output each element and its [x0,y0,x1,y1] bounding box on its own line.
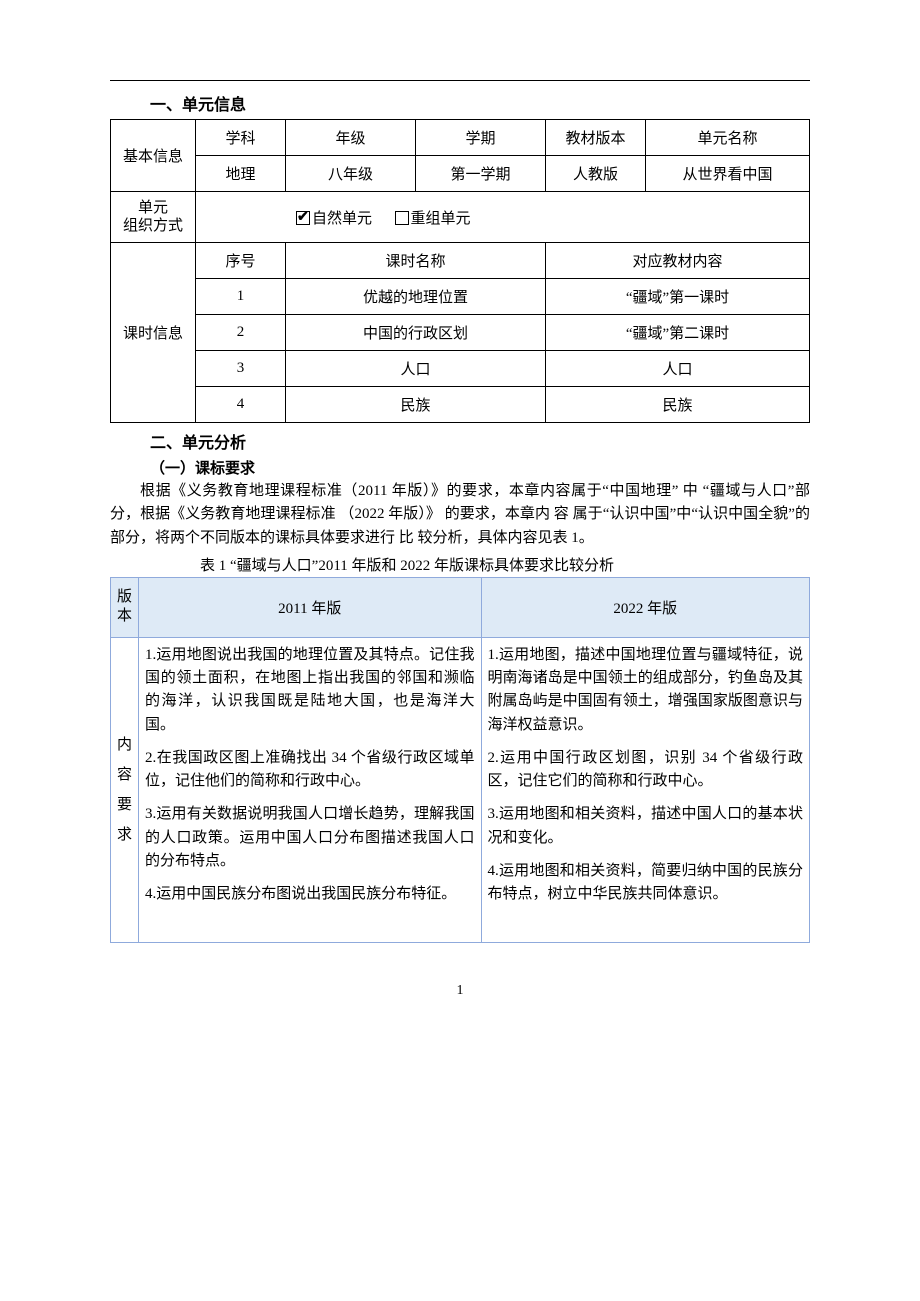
text: 版 [117,589,132,605]
section2-title: 二、单元分析 [150,429,810,453]
info-table: 基本信息 学科 年级 学期 教材版本 单元名称 地理 八年级 第一学期 人教版 … [110,119,810,423]
cell-book: 人教版 [546,156,646,192]
table-row: 1 优越的地理位置 “疆域”第一课时 [111,279,810,315]
cell-lesson-name-h: 课时名称 [286,243,546,279]
text: 求 [117,827,132,843]
cell-unit-h: 单元名称 [646,120,810,156]
list-item: 3.运用有关数据说明我国人口增长趋势，理解我国的人口政策。运用中国人口分布图描述… [145,803,475,873]
cell-orgmode-label: 单元 组织方式 [111,192,196,243]
para-standard: 根据《义务教育地理课程标准（2011 年版）》的要求，本章内容属于“中国地理” … [110,480,810,550]
table-row: 课时信息 序号 课时名称 对应教材内容 [111,243,810,279]
list-item: 4.运用中国民族分布图说出我国民族分布特征。 [145,883,475,906]
cell-2022-h: 2022 年版 [481,577,810,637]
cell-term: 第一学期 [416,156,546,192]
list-item: 4.运用地图和相关资料，简要归纳中国的民族分布特点，树立中华民族共同体意识。 [488,860,804,907]
table-row: 3 人口 人口 [111,351,810,387]
section2-sub1: （一）课标要求 [150,457,810,478]
cell-lesson-ref: 人口 [546,351,810,387]
table-row: 2 中国的行政区划 “疆域”第二课时 [111,315,810,351]
section1-title: 一、单元信息 [150,91,810,115]
cell-subject-h: 学科 [196,120,286,156]
text: 内 [117,737,132,753]
table-row: 版 本 2011 年版 2022 年版 [111,577,810,637]
cell-lesson-ref: “疆域”第一课时 [546,279,810,315]
text: 要 [117,797,132,813]
cell-seq: 1 [196,279,286,315]
table-row: 单元 组织方式 自然单元 重组单元 [111,192,810,243]
cell-seq: 4 [196,387,286,423]
text: 单元 [138,200,168,216]
cell-basic-info: 基本信息 [111,120,196,192]
opt-regroup: 重组单元 [411,211,471,227]
cell-2022-items: 1.运用地图，描述中国地理位置与疆域特征，说明南海诸岛是中国领土的组成部分，钓鱼… [481,637,810,943]
cell-lesson-name: 民族 [286,387,546,423]
cell-orgmode: 自然单元 重组单元 [196,192,810,243]
table-row: 地理 八年级 第一学期 人教版 从世界看中国 [111,156,810,192]
cell-2011-h: 2011 年版 [139,577,482,637]
cell-seq-h: 序号 [196,243,286,279]
table-row: 基本信息 学科 年级 学期 教材版本 单元名称 [111,120,810,156]
cell-subject: 地理 [196,156,286,192]
text: 组织方式 [123,218,183,234]
cell-grade: 八年级 [286,156,416,192]
cell-lesson-name: 人口 [286,351,546,387]
text: 容 [117,767,132,783]
table-row: 内 容 要 求 1.运用地图说出我国的地理位置及其特点。记住我国的领土面积，在地… [111,637,810,943]
opt-natural: 自然单元 [312,211,372,227]
table1-caption: 表 1 “疆域与人口”2011 年版和 2022 年版课标具体要求比较分析 [110,554,810,575]
top-rule [110,80,810,81]
cell-lesson-ref: 民族 [546,387,810,423]
list-item: 2.运用中国行政区划图，识别 34 个省级行政区，记住它们的简称和行政中心。 [488,747,804,794]
spacer [488,916,804,936]
cell-version-h: 版 本 [111,577,139,637]
cell-seq: 3 [196,351,286,387]
table-row: 4 民族 民族 [111,387,810,423]
comparison-table: 版 本 2011 年版 2022 年版 内 容 要 求 1.运用地图说出我国的地… [110,577,810,944]
cell-lesson-name: 中国的行政区划 [286,315,546,351]
checkbox-regroup [395,211,409,225]
list-item: 1.运用地图说出我国的地理位置及其特点。记住我国的领土面积，在地图上指出我国的邻… [145,644,475,737]
page: 一、单元信息 基本信息 学科 年级 学期 教材版本 单元名称 地理 八年级 第一… [0,0,920,1039]
list-item: 2.在我国政区图上准确找出 34 个省级行政区域单位，记住他们的简称和行政中心。 [145,747,475,794]
list-item: 1.运用地图，描述中国地理位置与疆域特征，说明南海诸岛是中国领土的组成部分，钓鱼… [488,644,804,737]
cell-unit: 从世界看中国 [646,156,810,192]
text: 本 [117,608,132,624]
checkbox-natural [296,211,310,225]
cell-lesson-ref-h: 对应教材内容 [546,243,810,279]
cell-book-h: 教材版本 [546,120,646,156]
cell-lesson-ref: “疆域”第二课时 [546,315,810,351]
cell-content-req: 内 容 要 求 [111,637,139,943]
list-item: 3.运用地图和相关资料，描述中国人口的基本状况和变化。 [488,803,804,850]
cell-2011-items: 1.运用地图说出我国的地理位置及其特点。记住我国的领土面积，在地图上指出我国的邻… [139,637,482,943]
cell-term-h: 学期 [416,120,546,156]
cell-lesson-name: 优越的地理位置 [286,279,546,315]
cell-seq: 2 [196,315,286,351]
cell-lesson-info: 课时信息 [111,243,196,423]
page-number: 1 [110,983,810,999]
cell-grade-h: 年级 [286,120,416,156]
